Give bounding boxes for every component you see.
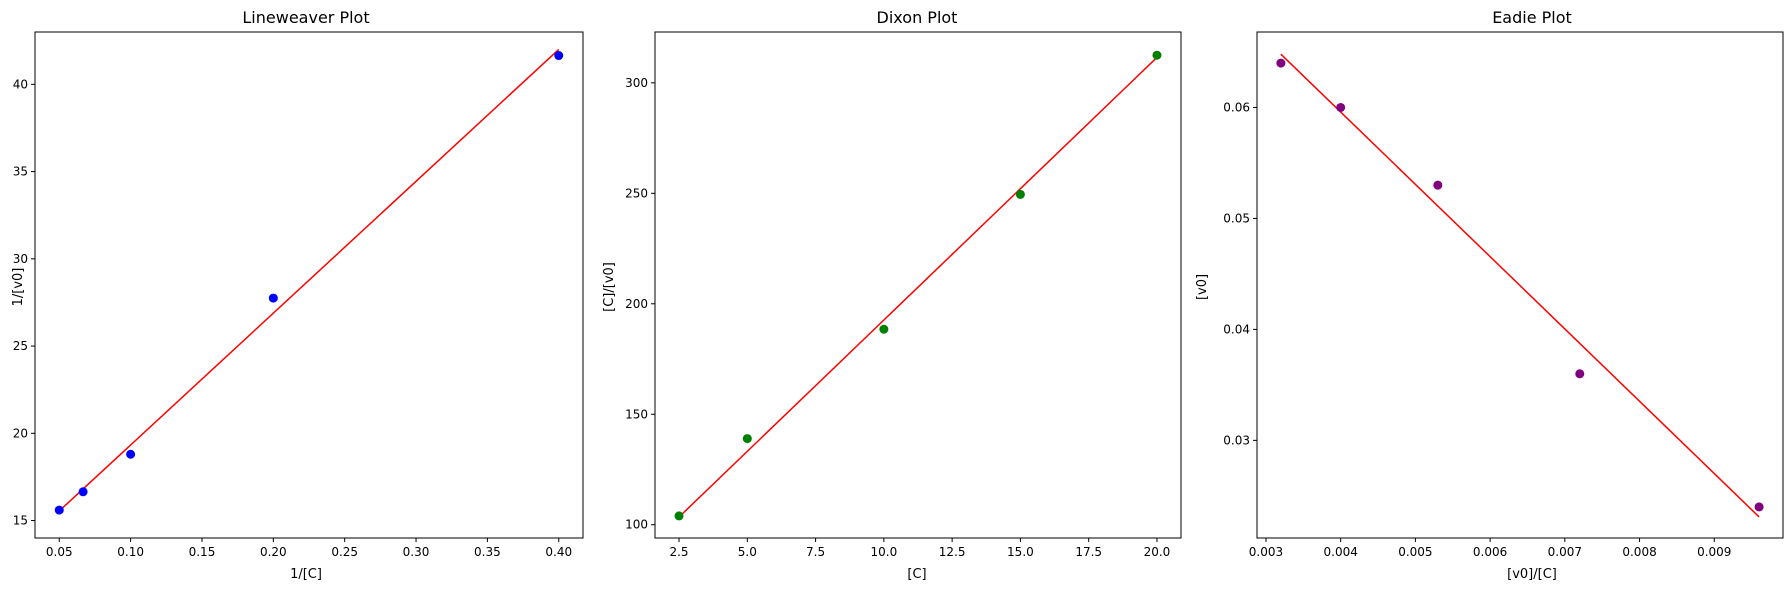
lineweaver-plot-axes-frame — [34, 31, 584, 539]
dixon-plot-x-tick-label: 10.0 — [871, 545, 898, 559]
dixon-plot-data-point — [879, 324, 889, 334]
dixon-plot-x-axis-label: [C] — [907, 567, 926, 582]
dixon-plot-x-tick-label: 17.5 — [1075, 545, 1102, 559]
eadie-plot-y-tick-label: 0.03 — [1223, 433, 1250, 447]
dixon-plot-y-tick-label: 150 — [625, 407, 648, 421]
dixon-plot-x-tick-label: 12.5 — [939, 545, 966, 559]
dixon-plot-x-tick-label: 20.0 — [1144, 545, 1171, 559]
dixon-plot-data-point — [1015, 189, 1025, 199]
lineweaver-plot-data-point — [126, 449, 136, 459]
lineweaver-plot-x-tick-label: 0.10 — [117, 545, 144, 559]
eadie-plot-y-tick-label: 0.05 — [1223, 211, 1250, 225]
lineweaver-plot-x-tick-label: 0.40 — [545, 545, 572, 559]
lineweaver-plot-data-point — [78, 487, 88, 497]
lineweaver-plot-y-tick-label: 40 — [13, 77, 28, 91]
dixon-plot-panel: Dixon Plot [C] [C]/[v0] 2.5 5.0 7.5 10.0 12.… — [602, 8, 1182, 582]
dixon-plot-data-point — [674, 511, 684, 521]
eadie-plot-x-tick-label: 0.005 — [1398, 545, 1432, 559]
dixon-plot-y-tick-label: 200 — [625, 297, 648, 311]
eadie-plot-x-axis-label: [v0]/[C] — [1507, 567, 1557, 582]
eadie-plot-x-tick-label: 0.006 — [1473, 545, 1507, 559]
lineweaver-plot-x-tick-label: 0.25 — [331, 545, 358, 559]
dixon-plot-y-axis-label: [C]/[v0] — [602, 262, 617, 312]
dixon-plot-title: Dixon Plot — [877, 8, 958, 27]
lineweaver-plot-y-axis-label: 1/[v0] — [11, 268, 26, 307]
eadie-plot-x-tick-label: 0.008 — [1622, 545, 1656, 559]
eadie-plot-data-point — [1276, 58, 1286, 68]
lineweaver-plot-x-tick-label: 0.30 — [403, 545, 430, 559]
lineweaver-plot-y-tick-label: 20 — [13, 426, 28, 440]
eadie-plot-data-point — [1433, 180, 1443, 190]
lineweaver-plot-y-tick-label: 25 — [13, 339, 28, 353]
lineweaver-plot-x-tick-label: 0.35 — [474, 545, 501, 559]
dixon-plot-data-point — [742, 434, 752, 444]
lineweaver-plot-data-point — [554, 51, 564, 61]
lineweaver-plot-title: Lineweaver Plot — [242, 8, 369, 27]
eadie-plot-data-point — [1336, 102, 1346, 112]
dixon-plot-data-point — [1152, 50, 1162, 60]
dixon-plot-x-tick-label: 7.5 — [806, 545, 825, 559]
eadie-plot-data-point — [1575, 369, 1585, 379]
lineweaver-plot-panel: Lineweaver Plot 1/[C] 1/[v0] 0.05 0.10 0.1… — [11, 8, 584, 582]
lineweaver-plot-x-tick-label: 0.20 — [260, 545, 287, 559]
lineweaver-plot-x-tick-label: 0.05 — [46, 545, 73, 559]
dixon-plot-y-tick-label: 100 — [625, 518, 648, 532]
eadie-plot-y-axis-label: [v0] — [1195, 274, 1210, 300]
lineweaver-plot-x-axis-label: 1/[C] — [290, 567, 322, 582]
eadie-plot-x-tick-label: 0.003 — [1249, 545, 1283, 559]
lineweaver-plot-data-point — [54, 505, 64, 515]
lineweaver-plot-y-tick-label: 30 — [13, 252, 28, 266]
lineweaver-plot-x-tick-label: 0.15 — [189, 545, 216, 559]
eadie-plot-x-tick-label: 0.007 — [1548, 545, 1582, 559]
dixon-plot-y-tick-label: 300 — [625, 76, 648, 90]
dixon-plot-fit-line — [678, 56, 1158, 518]
dixon-plot-x-tick-label: 2.5 — [669, 545, 688, 559]
lineweaver-plot-data-point — [268, 293, 278, 303]
eadie-plot-data-point — [1754, 502, 1764, 512]
eadie-plot-x-tick-label: 0.009 — [1697, 545, 1731, 559]
lineweaver-plot-fit-line — [58, 48, 560, 512]
lineweaver-plot-y-tick-label: 35 — [13, 165, 28, 179]
dixon-plot-x-tick-label: 5.0 — [738, 545, 757, 559]
eadie-plot-x-tick-label: 0.004 — [1324, 545, 1358, 559]
eadie-plot-fit-line — [1280, 53, 1760, 518]
eadie-plot-y-tick-label: 0.04 — [1223, 322, 1250, 336]
dixon-plot-x-tick-label: 15.0 — [1007, 545, 1034, 559]
eadie-plot-y-tick-label: 0.06 — [1223, 100, 1250, 114]
eadie-plot-panel: Eadie Plot [v0]/[C] [v0] 0.003 0.004 0.005… — [1195, 8, 1784, 582]
dixon-plot-axes-frame — [654, 31, 1182, 539]
lineweaver-plot-y-tick-label: 15 — [13, 514, 28, 528]
dixon-plot-y-tick-label: 250 — [625, 186, 648, 200]
eadie-plot-axes-frame — [1256, 31, 1784, 539]
eadie-plot-title: Eadie Plot — [1492, 8, 1572, 27]
